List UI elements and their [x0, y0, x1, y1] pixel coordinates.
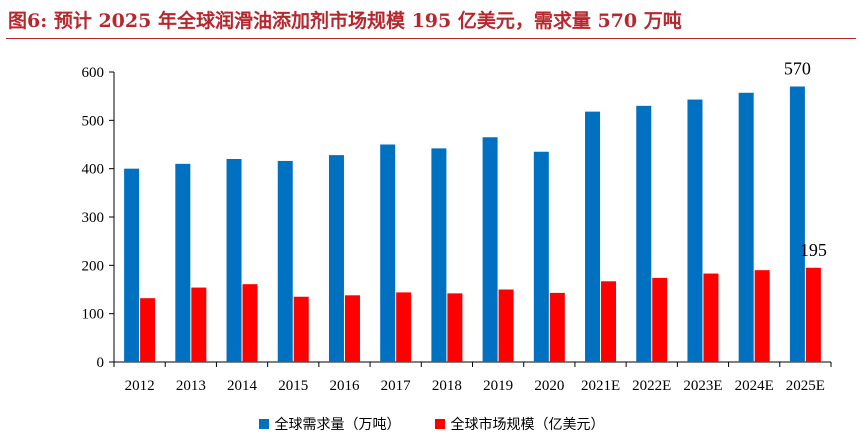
bar-series: [124, 86, 821, 363]
bar-demand: [687, 99, 703, 363]
bar-market: [754, 270, 770, 362]
x-axis: 2012 2013 2014 2015 2016 2017 2018 2019 2020 2021…: [113, 361, 832, 394]
x-tick-label: 2018: [432, 378, 462, 394]
bar-market: [191, 287, 207, 362]
annotations: 570 195: [784, 59, 827, 260]
x-tick-label: 2016: [329, 378, 360, 394]
bar-demand: [226, 159, 242, 362]
bar-demand: [585, 111, 601, 362]
bar-market: [652, 277, 668, 362]
bar-market: [344, 295, 360, 362]
x-tick-label: 2017: [381, 378, 412, 394]
bar-demand: [277, 160, 293, 362]
bar-market: [549, 292, 565, 362]
bar-demand: [124, 168, 140, 362]
bar-demand: [380, 144, 396, 362]
bar-demand: [328, 155, 344, 362]
y-tick-label: 600: [82, 65, 105, 81]
bar-demand: [482, 137, 498, 362]
bar-market: [703, 273, 719, 362]
data-label: 195: [800, 240, 827, 260]
x-tick-label: 2013: [176, 378, 206, 394]
x-tick-label: 2024E: [735, 378, 774, 394]
title-underline: [6, 38, 856, 39]
y-tick-label: 500: [82, 113, 105, 129]
y-tick-label: 100: [82, 307, 105, 323]
bar-market: [601, 281, 617, 362]
x-tick-label: 2023E: [683, 378, 722, 394]
y-tick-label: 0: [97, 355, 105, 371]
bar-demand: [636, 105, 652, 362]
bar-market: [242, 284, 258, 362]
x-tick-label: 2012: [125, 378, 155, 394]
bar-market: [805, 267, 821, 362]
legend-item-market: 全球市场规模（亿美元）: [434, 414, 605, 434]
bar-market: [140, 298, 156, 362]
bar-demand: [431, 148, 447, 362]
bar-market: [498, 289, 514, 362]
x-tick-label: 2014: [227, 378, 258, 394]
legend-item-demand: 全球需求量（万吨）: [258, 414, 401, 434]
y-tick-label: 400: [82, 162, 105, 178]
data-label: 570: [784, 59, 811, 79]
legend-label-market: 全球市场规模（亿美元）: [450, 417, 605, 433]
bar-market: [447, 293, 463, 362]
legend: 全球需求量（万吨） 全球市场规模（亿美元）: [0, 414, 863, 434]
x-tick-label: 2022E: [632, 378, 671, 394]
bar-chart: 0 100 200 300 400 500 600 2012 2013 2014 2015 2016…: [82, 59, 832, 394]
legend-label-demand: 全球需求量（万吨）: [274, 417, 401, 433]
y-tick-label: 200: [82, 258, 105, 274]
x-tick-label: 2020: [534, 378, 564, 394]
x-tick-label: 2025E: [786, 378, 825, 394]
x-tick-label: 2021E: [581, 378, 620, 394]
y-axis: 0 100 200 300 400 500 600: [82, 65, 115, 371]
bar-market: [293, 296, 309, 362]
bar-demand: [789, 86, 805, 362]
y-tick-label: 300: [82, 210, 105, 226]
legend-swatch-demand: [258, 419, 269, 429]
x-tick-label: 2019: [483, 378, 513, 394]
figure-title: 图6: 预计 2025 年全球润滑油添加剂市场规模 195 亿美元，需求量 57…: [8, 10, 682, 32]
bar-demand: [533, 151, 549, 362]
legend-swatch-market: [434, 419, 445, 429]
bar-market: [396, 292, 412, 362]
bar-demand: [738, 92, 754, 363]
x-tick-label: 2015: [278, 378, 308, 394]
bar-demand: [175, 163, 191, 362]
